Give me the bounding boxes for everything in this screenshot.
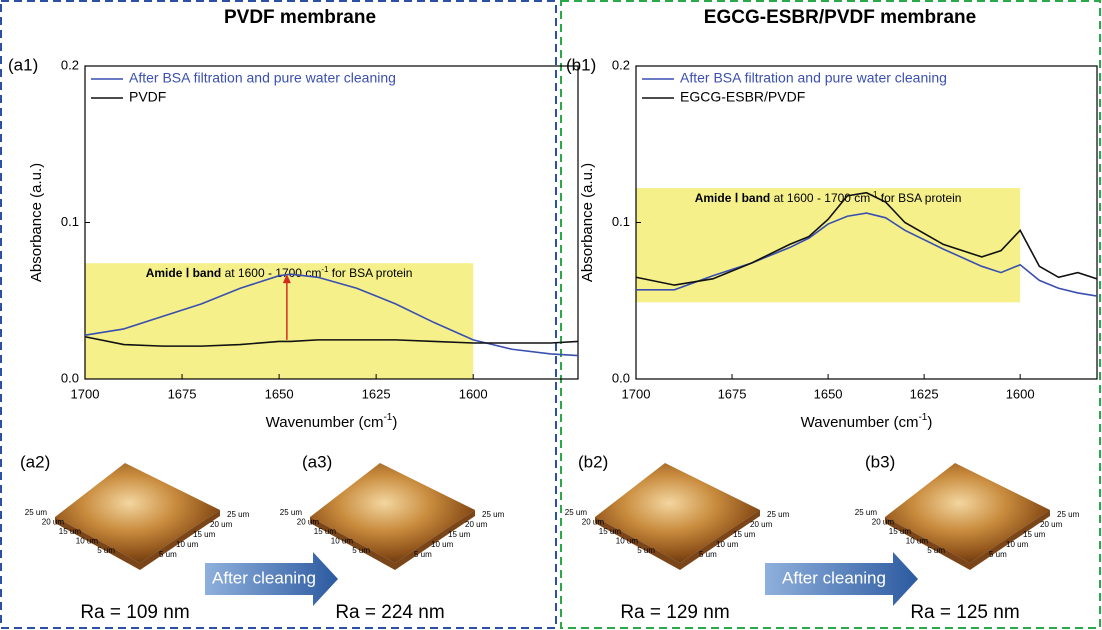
afm-tick: 5 um xyxy=(97,546,115,555)
legend-label: After BSA filtration and pure water clea… xyxy=(680,70,947,86)
afm-tick: 20 um xyxy=(872,518,895,527)
band-label-part: for BSA protein xyxy=(877,191,961,205)
afm-tick: 25 um xyxy=(1057,510,1080,519)
afm-tick: 20 um xyxy=(210,520,233,529)
afm-tick: 10 um xyxy=(176,540,199,549)
afm-tick: 20 um xyxy=(297,518,320,527)
roughness-label: Ra = 224 nm xyxy=(335,602,444,623)
legend-label: EGCG-ESBR/PVDF xyxy=(680,89,805,105)
x-tick-label: 1625 xyxy=(910,386,939,401)
y-tick-label: 0.2 xyxy=(612,57,630,72)
afm-tick: 15 um xyxy=(889,527,912,536)
y-tick-label: 0.1 xyxy=(612,214,630,229)
afm-tick: 5 um xyxy=(989,550,1007,559)
x-axis-label-part: ) xyxy=(927,414,932,431)
roughness-label: Ra = 109 nm xyxy=(80,602,189,623)
afm-tick: 25 um xyxy=(767,510,790,519)
image-label: (a3) xyxy=(302,452,332,471)
y-axis-label: Absorbance (a.u.) xyxy=(579,163,596,282)
afm-tick: 15 um xyxy=(733,530,756,539)
afm-tick: 20 um xyxy=(465,520,488,529)
x-tick-label: 1675 xyxy=(718,386,747,401)
afm-tick: 5 um xyxy=(352,546,370,555)
afm-tick: 5 um xyxy=(159,550,177,559)
afm-tick: 10 um xyxy=(906,537,929,546)
y-axis-label: Absorbance (a.u.) xyxy=(28,163,45,282)
afm-tick: 15 um xyxy=(599,527,622,536)
afm-tick: 10 um xyxy=(76,537,99,546)
afm-tick: 5 um xyxy=(699,550,717,559)
afm-tick: 25 um xyxy=(280,508,303,517)
image-label: (b2) xyxy=(578,452,608,471)
x-tick-label: 1625 xyxy=(362,386,391,401)
afm-tick: 20 um xyxy=(1040,520,1063,529)
roughness-label: Ra = 129 nm xyxy=(620,602,729,623)
x-tick-label: 1675 xyxy=(168,386,197,401)
band-label-part: Amide Ⅰ band xyxy=(146,266,222,280)
y-tick-label: 0.2 xyxy=(61,57,79,72)
y-tick-label: 0.0 xyxy=(612,370,630,385)
afm-tick: 15 um xyxy=(448,530,471,539)
afm-tick: 10 um xyxy=(616,537,639,546)
x-axis-label-part: Wavenumber (cm xyxy=(266,414,384,431)
process-arrow-label: After cleaning xyxy=(782,568,886,587)
band-label-part: for BSA protein xyxy=(328,266,412,280)
afm-tick: 25 um xyxy=(565,508,588,517)
afm-tick: 5 um xyxy=(927,546,945,555)
legend-label: After BSA filtration and pure water clea… xyxy=(129,70,396,86)
x-tick-label: 1650 xyxy=(814,386,843,401)
roughness-label: Ra = 125 nm xyxy=(910,602,1019,623)
afm-tick: 10 um xyxy=(1006,540,1029,549)
figure: PVDF membrane Amide Ⅰ band at 1600 - 1700… xyxy=(0,0,1102,630)
afm-tick: 20 um xyxy=(42,518,65,527)
chart-title: EGCG-ESBR/PVDF membrane xyxy=(704,7,976,28)
afm-tick: 15 um xyxy=(1023,530,1046,539)
chart-title: PVDF membrane xyxy=(224,7,376,28)
afm-tick: 5 um xyxy=(637,546,655,555)
x-tick-label: 1600 xyxy=(1006,386,1035,401)
afm-tick: 15 um xyxy=(193,530,216,539)
afm-tick: 25 um xyxy=(227,510,250,519)
y-tick-label: 0.1 xyxy=(61,214,79,229)
legend-label: PVDF xyxy=(129,89,166,105)
x-tick-label: 1700 xyxy=(71,386,100,401)
band-label-part: Amide Ⅰ band xyxy=(695,191,771,205)
afm-tick: 15 um xyxy=(59,527,82,536)
x-axis-label-part: Wavenumber (cm xyxy=(801,414,919,431)
x-tick-label: 1650 xyxy=(265,386,294,401)
panel-label: (b1) xyxy=(566,55,596,74)
afm-tick: 10 um xyxy=(431,540,454,549)
panel-label: (a1) xyxy=(8,55,38,74)
process-arrow-label: After cleaning xyxy=(212,568,316,587)
x-axis-label: Wavenumber (cm-1) xyxy=(801,412,933,431)
afm-tick: 25 um xyxy=(25,508,48,517)
y-tick-label: 0.0 xyxy=(61,370,79,385)
image-label: (b3) xyxy=(865,452,895,471)
x-axis-label-part: ) xyxy=(392,414,397,431)
x-tick-label: 1700 xyxy=(622,386,651,401)
x-axis-label: Wavenumber (cm-1) xyxy=(266,412,398,431)
band-label: Amide Ⅰ band at 1600 - 1700 cm-1 for BSA… xyxy=(146,265,413,281)
afm-tick: 5 um xyxy=(414,550,432,559)
band-label: Amide Ⅰ band at 1600 - 1700 cm-1 for BSA… xyxy=(695,190,962,206)
afm-tick: 20 um xyxy=(750,520,773,529)
afm-tick: 25 um xyxy=(855,508,878,517)
afm-tick: 10 um xyxy=(716,540,739,549)
image-label: (a2) xyxy=(20,452,50,471)
band-label-part: at 1600 - 1700 cm xyxy=(770,191,870,205)
afm-tick: 10 um xyxy=(331,537,354,546)
afm-tick: 15 um xyxy=(314,527,337,536)
afm-tick: 25 um xyxy=(482,510,505,519)
afm-tick: 20 um xyxy=(582,518,605,527)
x-tick-label: 1600 xyxy=(459,386,488,401)
highlight-band xyxy=(85,263,473,379)
